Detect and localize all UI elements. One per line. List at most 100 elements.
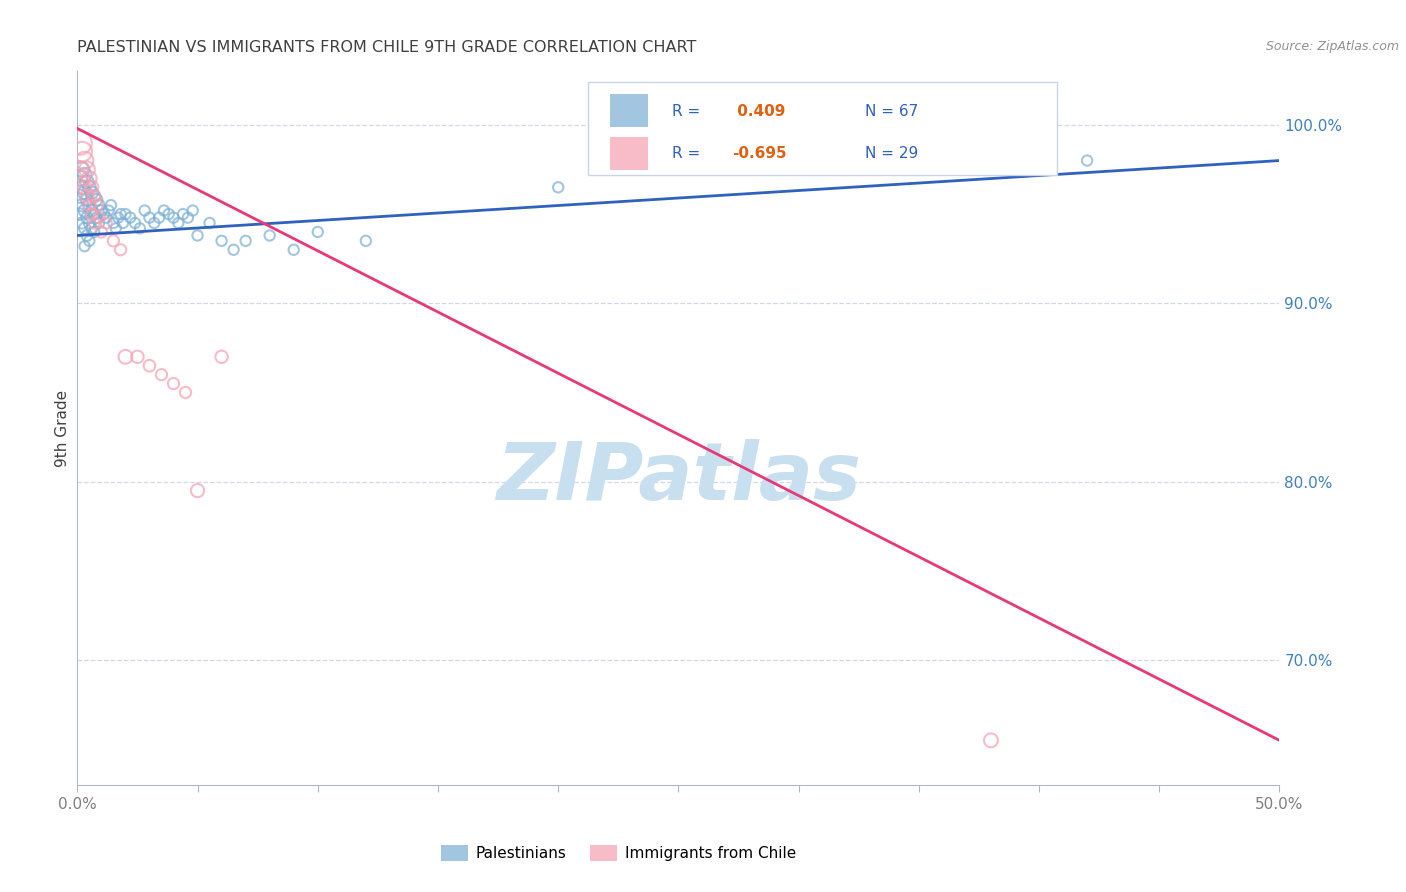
Point: [87, 211, 110, 225]
Point: [70, 180, 93, 194]
Point: [69, 207, 91, 221]
Point: [83, 189, 105, 203]
Point: [73, 239, 96, 253]
Point: [162, 211, 184, 225]
Point: [174, 385, 197, 400]
Point: [70, 145, 93, 159]
Text: R =: R =: [672, 146, 706, 161]
Point: [235, 234, 257, 248]
Point: [104, 221, 127, 235]
Point: [124, 216, 146, 230]
Point: [110, 207, 132, 221]
Point: [79, 234, 101, 248]
Point: [547, 180, 569, 194]
Point: [980, 733, 1002, 747]
FancyBboxPatch shape: [610, 94, 648, 127]
Point: [148, 211, 170, 225]
Point: [153, 203, 176, 218]
Point: [79, 198, 101, 212]
Point: [73, 221, 96, 235]
Text: 0.409: 0.409: [733, 103, 786, 119]
Point: [73, 203, 96, 218]
Point: [143, 216, 166, 230]
Point: [259, 228, 281, 243]
Point: [162, 376, 184, 391]
Point: [79, 171, 101, 186]
Point: [80, 186, 103, 200]
Point: [69, 189, 91, 203]
Point: [138, 359, 160, 373]
Point: [83, 207, 105, 221]
Point: [76, 175, 98, 189]
Point: [73, 153, 96, 168]
Text: R =: R =: [672, 103, 706, 119]
Point: [86, 198, 108, 212]
Point: [222, 243, 245, 257]
Point: [69, 171, 91, 186]
Point: [80, 203, 103, 218]
Point: [177, 211, 200, 225]
Point: [111, 216, 134, 230]
Text: PALESTINIAN VS IMMIGRANTS FROM CHILE 9TH GRADE CORRELATION CHART: PALESTINIAN VS IMMIGRANTS FROM CHILE 9TH…: [77, 40, 697, 55]
Point: [354, 234, 377, 248]
Point: [83, 189, 105, 203]
Point: [76, 189, 98, 203]
Point: [100, 198, 122, 212]
Point: [97, 203, 120, 218]
Point: [90, 225, 112, 239]
Point: [73, 168, 96, 182]
Point: [96, 216, 118, 230]
Point: [83, 216, 105, 230]
Point: [283, 243, 305, 257]
Point: [172, 207, 194, 221]
Point: [1076, 153, 1098, 168]
Point: [740, 162, 762, 177]
Point: [70, 198, 93, 212]
Point: [103, 216, 125, 230]
Text: -0.695: -0.695: [733, 146, 787, 161]
Point: [198, 216, 221, 230]
Point: [87, 198, 110, 212]
Point: [127, 350, 149, 364]
Point: [73, 180, 96, 194]
Y-axis label: 9th Grade: 9th Grade: [55, 390, 70, 467]
Point: [87, 216, 110, 230]
Point: [83, 225, 105, 239]
Point: [90, 203, 112, 218]
Point: [70, 162, 93, 177]
Point: [73, 186, 96, 200]
Point: [80, 180, 103, 194]
Point: [93, 207, 115, 221]
Point: [114, 350, 136, 364]
Point: [110, 243, 132, 257]
Point: [76, 211, 98, 225]
Point: [120, 211, 142, 225]
Text: Source: ZipAtlas.com: Source: ZipAtlas.com: [1265, 40, 1399, 54]
Point: [79, 180, 101, 194]
Point: [307, 225, 329, 239]
Point: [76, 193, 98, 207]
Point: [70, 171, 93, 186]
Point: [80, 221, 103, 235]
Text: ZIPatlas: ZIPatlas: [496, 439, 860, 517]
Point: [211, 234, 233, 248]
Point: [181, 203, 204, 218]
Point: [107, 211, 129, 225]
Point: [128, 221, 150, 235]
Point: [80, 207, 103, 221]
Point: [157, 207, 180, 221]
FancyBboxPatch shape: [588, 82, 1057, 175]
FancyBboxPatch shape: [610, 136, 648, 169]
Legend: Palestinians, Immigrants from Chile: Palestinians, Immigrants from Chile: [434, 838, 801, 867]
Point: [79, 216, 101, 230]
Point: [79, 198, 101, 212]
Point: [86, 193, 108, 207]
Text: N = 67: N = 67: [865, 103, 918, 119]
Point: [86, 211, 108, 225]
Point: [76, 162, 98, 177]
Point: [103, 234, 125, 248]
Point: [138, 211, 160, 225]
Point: [187, 228, 209, 243]
Point: [96, 211, 118, 225]
Point: [167, 216, 190, 230]
